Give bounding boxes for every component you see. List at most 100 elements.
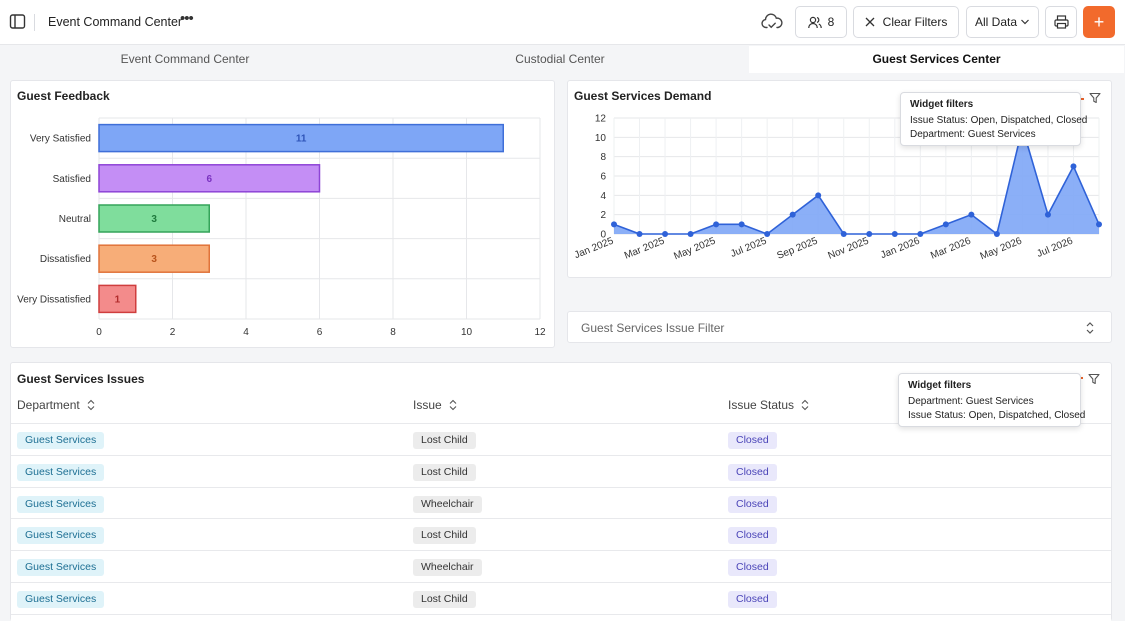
top-bar: Event Command Center ••• 8 Clear Filters…	[0, 0, 1125, 45]
table-row[interactable]: Guest Services Lost Child Closed	[11, 518, 1111, 550]
x-tick-label: Jan 2026	[879, 235, 922, 261]
data-label: 3	[151, 254, 157, 265]
data-point	[611, 221, 617, 228]
issue-badge: Lost Child	[413, 527, 476, 544]
x-tick-label: Jul 2025	[729, 235, 769, 260]
clear-filters-button[interactable]: Clear Filters	[853, 6, 959, 38]
department-badge: Guest Services	[17, 559, 105, 576]
table-row[interactable]: Guest Services Lost Child Closed	[11, 455, 1111, 487]
print-button[interactable]	[1045, 6, 1077, 38]
x-tick-label: Mar 2025	[623, 235, 667, 261]
x-tick-label: May 2026	[979, 235, 1024, 262]
tooltip-line: Issue Status: Open, Dispatched, Closed	[910, 115, 1088, 126]
tooltip-line: Department: Guest Services	[910, 129, 1036, 140]
print-icon	[1053, 15, 1069, 29]
status-badge: Closed	[728, 559, 777, 576]
y-tick-label: 8	[600, 152, 606, 163]
data-label: 3	[151, 214, 157, 225]
y-tick-label: 2	[600, 210, 606, 221]
guest-feedback-title: Guest Feedback	[17, 89, 110, 103]
data-point	[636, 231, 643, 237]
data-point	[840, 231, 847, 237]
guest-feedback-chart: 0 2 4 6 8 10 12 Very Satisfied 11 Satisfied 6 Neutr…	[17, 117, 546, 338]
page-title: Event Command Center	[48, 15, 183, 29]
guest-services-demand-chart: 0 2 4 6 8 10 12 Jan 2025 Mar 2025 May 2025 Jul 202…	[573, 114, 1102, 262]
table-row[interactable]	[11, 614, 1111, 621]
x-tick-label: May 2025	[672, 235, 717, 262]
data-point	[917, 231, 924, 237]
issue-filter-label: Guest Services Issue Filter	[581, 321, 725, 335]
data-point	[1070, 163, 1077, 170]
data-label: 6	[206, 174, 212, 185]
status-badge: Closed	[728, 591, 777, 608]
x-tick-label: 0	[96, 327, 102, 338]
data-point	[1096, 221, 1102, 228]
data-point	[764, 231, 771, 237]
data-point	[687, 231, 694, 237]
column-header-department[interactable]: Department	[17, 398, 95, 412]
tooltip-title: Widget filters	[910, 99, 974, 110]
column-header-issue[interactable]: Issue	[413, 398, 457, 412]
data-point	[968, 211, 975, 218]
y-tick-label: Very Satisfied	[30, 134, 91, 145]
column-header-label: Issue	[413, 398, 442, 412]
guest-feedback-widget: Guest Feedback 0 2 4 6 8 10 12 Very Satisfied 11…	[10, 80, 555, 348]
x-tick-label: Jul 2026	[1035, 235, 1075, 260]
bar	[98, 244, 210, 273]
guest-services-issues-title: Guest Services Issues	[17, 372, 145, 386]
clear-filters-label: Clear Filters	[882, 15, 948, 29]
tooltip-title: Widget filters	[908, 380, 972, 391]
department-badge: Guest Services	[17, 464, 105, 481]
add-button[interactable]: +	[1083, 6, 1115, 38]
issue-badge: Wheelchair	[413, 496, 482, 513]
data-point	[993, 231, 1000, 237]
department-badge: Guest Services	[17, 591, 105, 608]
tab-custodial-center[interactable]: Custodial Center	[515, 52, 605, 66]
data-point	[891, 231, 898, 237]
guest-services-issue-filter[interactable]: Guest Services Issue Filter	[567, 311, 1112, 343]
data-point	[815, 192, 822, 199]
tab-event-command-center[interactable]: Event Command Center	[120, 52, 250, 66]
data-scope-label: All Data	[974, 15, 1018, 29]
widget-filter-icon[interactable]	[1089, 92, 1101, 104]
sort-icon	[87, 399, 95, 411]
data-label: 11	[296, 134, 307, 145]
sidebar-toggle-icon[interactable]	[9, 13, 26, 30]
users-button[interactable]: 8	[795, 6, 847, 38]
bar	[98, 123, 504, 153]
data-point	[738, 221, 745, 228]
column-header-label: Issue Status	[728, 398, 795, 412]
table-row[interactable]: Guest Services Lost Child Closed	[11, 582, 1111, 614]
bar	[98, 164, 321, 193]
y-tick-label: Very Dissatisfied	[17, 294, 91, 305]
chevron-up-down-icon	[1086, 322, 1094, 334]
data-point	[713, 221, 720, 228]
divider	[34, 14, 35, 31]
table-row[interactable]: Guest Services Lost Child Closed	[11, 423, 1111, 455]
status-badge: Closed	[728, 527, 777, 544]
x-tick-label: 8	[390, 327, 396, 338]
status-badge: Closed	[728, 496, 777, 513]
tab-guest-services-center[interactable]: Guest Services Center	[749, 46, 1124, 73]
y-tick-label: Satisfied	[53, 174, 91, 185]
column-header-issue-status[interactable]: Issue Status	[728, 398, 809, 412]
x-tick-label: 2	[170, 327, 176, 338]
table-row[interactable]: Guest Services Wheelchair Closed	[11, 487, 1111, 519]
x-tick-label: 10	[461, 327, 473, 338]
chevron-down-icon	[1021, 19, 1029, 25]
data-point	[866, 231, 873, 237]
cloud-sync-icon[interactable]	[761, 12, 783, 32]
table-row[interactable]: Guest Services Wheelchair Closed	[11, 550, 1111, 582]
data-label: 1	[115, 294, 121, 305]
status-badge: Closed	[728, 464, 777, 481]
x-tick-label: Sep 2025	[776, 235, 820, 261]
data-scope-select[interactable]: All Data	[966, 6, 1039, 38]
widget-filter-icon[interactable]	[1088, 373, 1100, 385]
y-tick-label: 12	[595, 114, 607, 125]
more-options-icon[interactable]: •••	[180, 10, 194, 27]
close-icon	[865, 17, 875, 27]
demand-widget-filters-tooltip: Widget filters Issue Status: Open, Dispa…	[900, 92, 1088, 146]
data-point	[789, 211, 796, 218]
tooltip-line: Issue Status: Open, Dispatched, Closed	[908, 410, 1086, 421]
x-tick-label: Mar 2026	[929, 235, 973, 261]
